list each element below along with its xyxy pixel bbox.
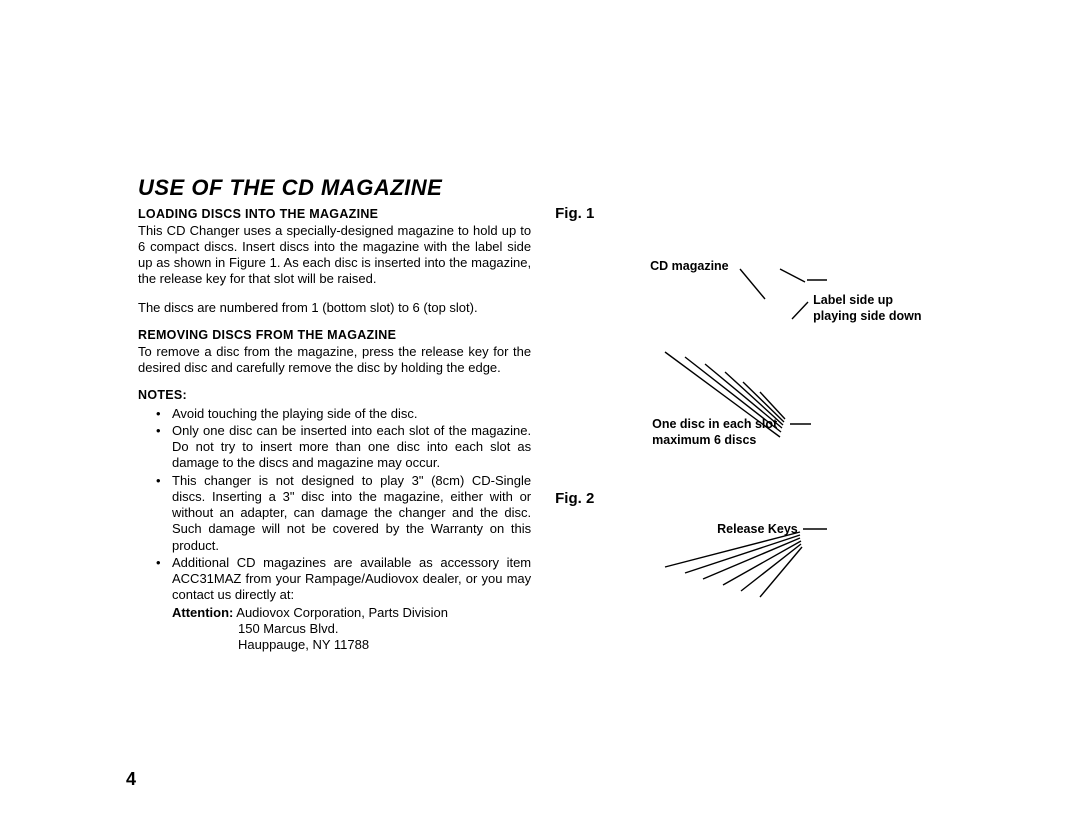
right-column: Fig. 1 CD ma xyxy=(531,205,958,657)
attention-line-2: 150 Marcus Blvd. xyxy=(172,621,338,636)
callout-label-side: Label side up playing side down xyxy=(813,292,921,325)
fig1-label: Fig. 1 xyxy=(555,205,958,222)
notes-heading: NOTES: xyxy=(138,388,531,404)
fig2-label: Fig. 2 xyxy=(555,490,958,507)
note-item: This changer is not designed to play 3" … xyxy=(172,473,531,554)
page-content: USE OF THE CD MAGAZINE LOADING DISCS INT… xyxy=(138,175,958,657)
note-item: Avoid touching the playing side of the d… xyxy=(172,406,531,422)
removing-heading: REMOVING DISCS FROM THE MAGAZINE xyxy=(138,328,531,344)
page-number: 4 xyxy=(126,769,136,790)
left-column: LOADING DISCS INTO THE MAGAZINE This CD … xyxy=(138,205,531,657)
loading-paragraph: This CD Changer uses a specially-designe… xyxy=(138,223,531,288)
loading-heading: LOADING DISCS INTO THE MAGAZINE xyxy=(138,207,531,223)
attention-line-1: Audiovox Corporation, Parts Division xyxy=(233,605,448,620)
note-item: Additional CD magazines are available as… xyxy=(172,555,531,604)
callout-release-keys: Release Keys xyxy=(717,521,798,537)
callout-cd-magazine: CD magazine xyxy=(650,258,729,274)
numbered-paragraph: The discs are numbered from 1 (bottom sl… xyxy=(138,300,531,316)
attention-line-3: Hauppauge, NY 11788 xyxy=(172,637,369,652)
note-item: Only one disc can be inserted into each … xyxy=(172,423,531,472)
notes-list: Avoid touching the playing side of the d… xyxy=(138,406,531,604)
columns: LOADING DISCS INTO THE MAGAZINE This CD … xyxy=(138,205,958,657)
attention-block: Attention: Audiovox Corporation, Parts D… xyxy=(138,605,531,654)
removing-paragraph: To remove a disc from the magazine, pres… xyxy=(138,344,531,377)
attention-label: Attention: xyxy=(172,605,233,620)
figure-2: Release Keys xyxy=(555,507,958,657)
page-title: USE OF THE CD MAGAZINE xyxy=(138,175,958,201)
callout-one-disc: One disc in each slot maximum 6 discs xyxy=(652,416,777,449)
figure-1: CD magazine Label side up playing side d… xyxy=(555,222,958,472)
